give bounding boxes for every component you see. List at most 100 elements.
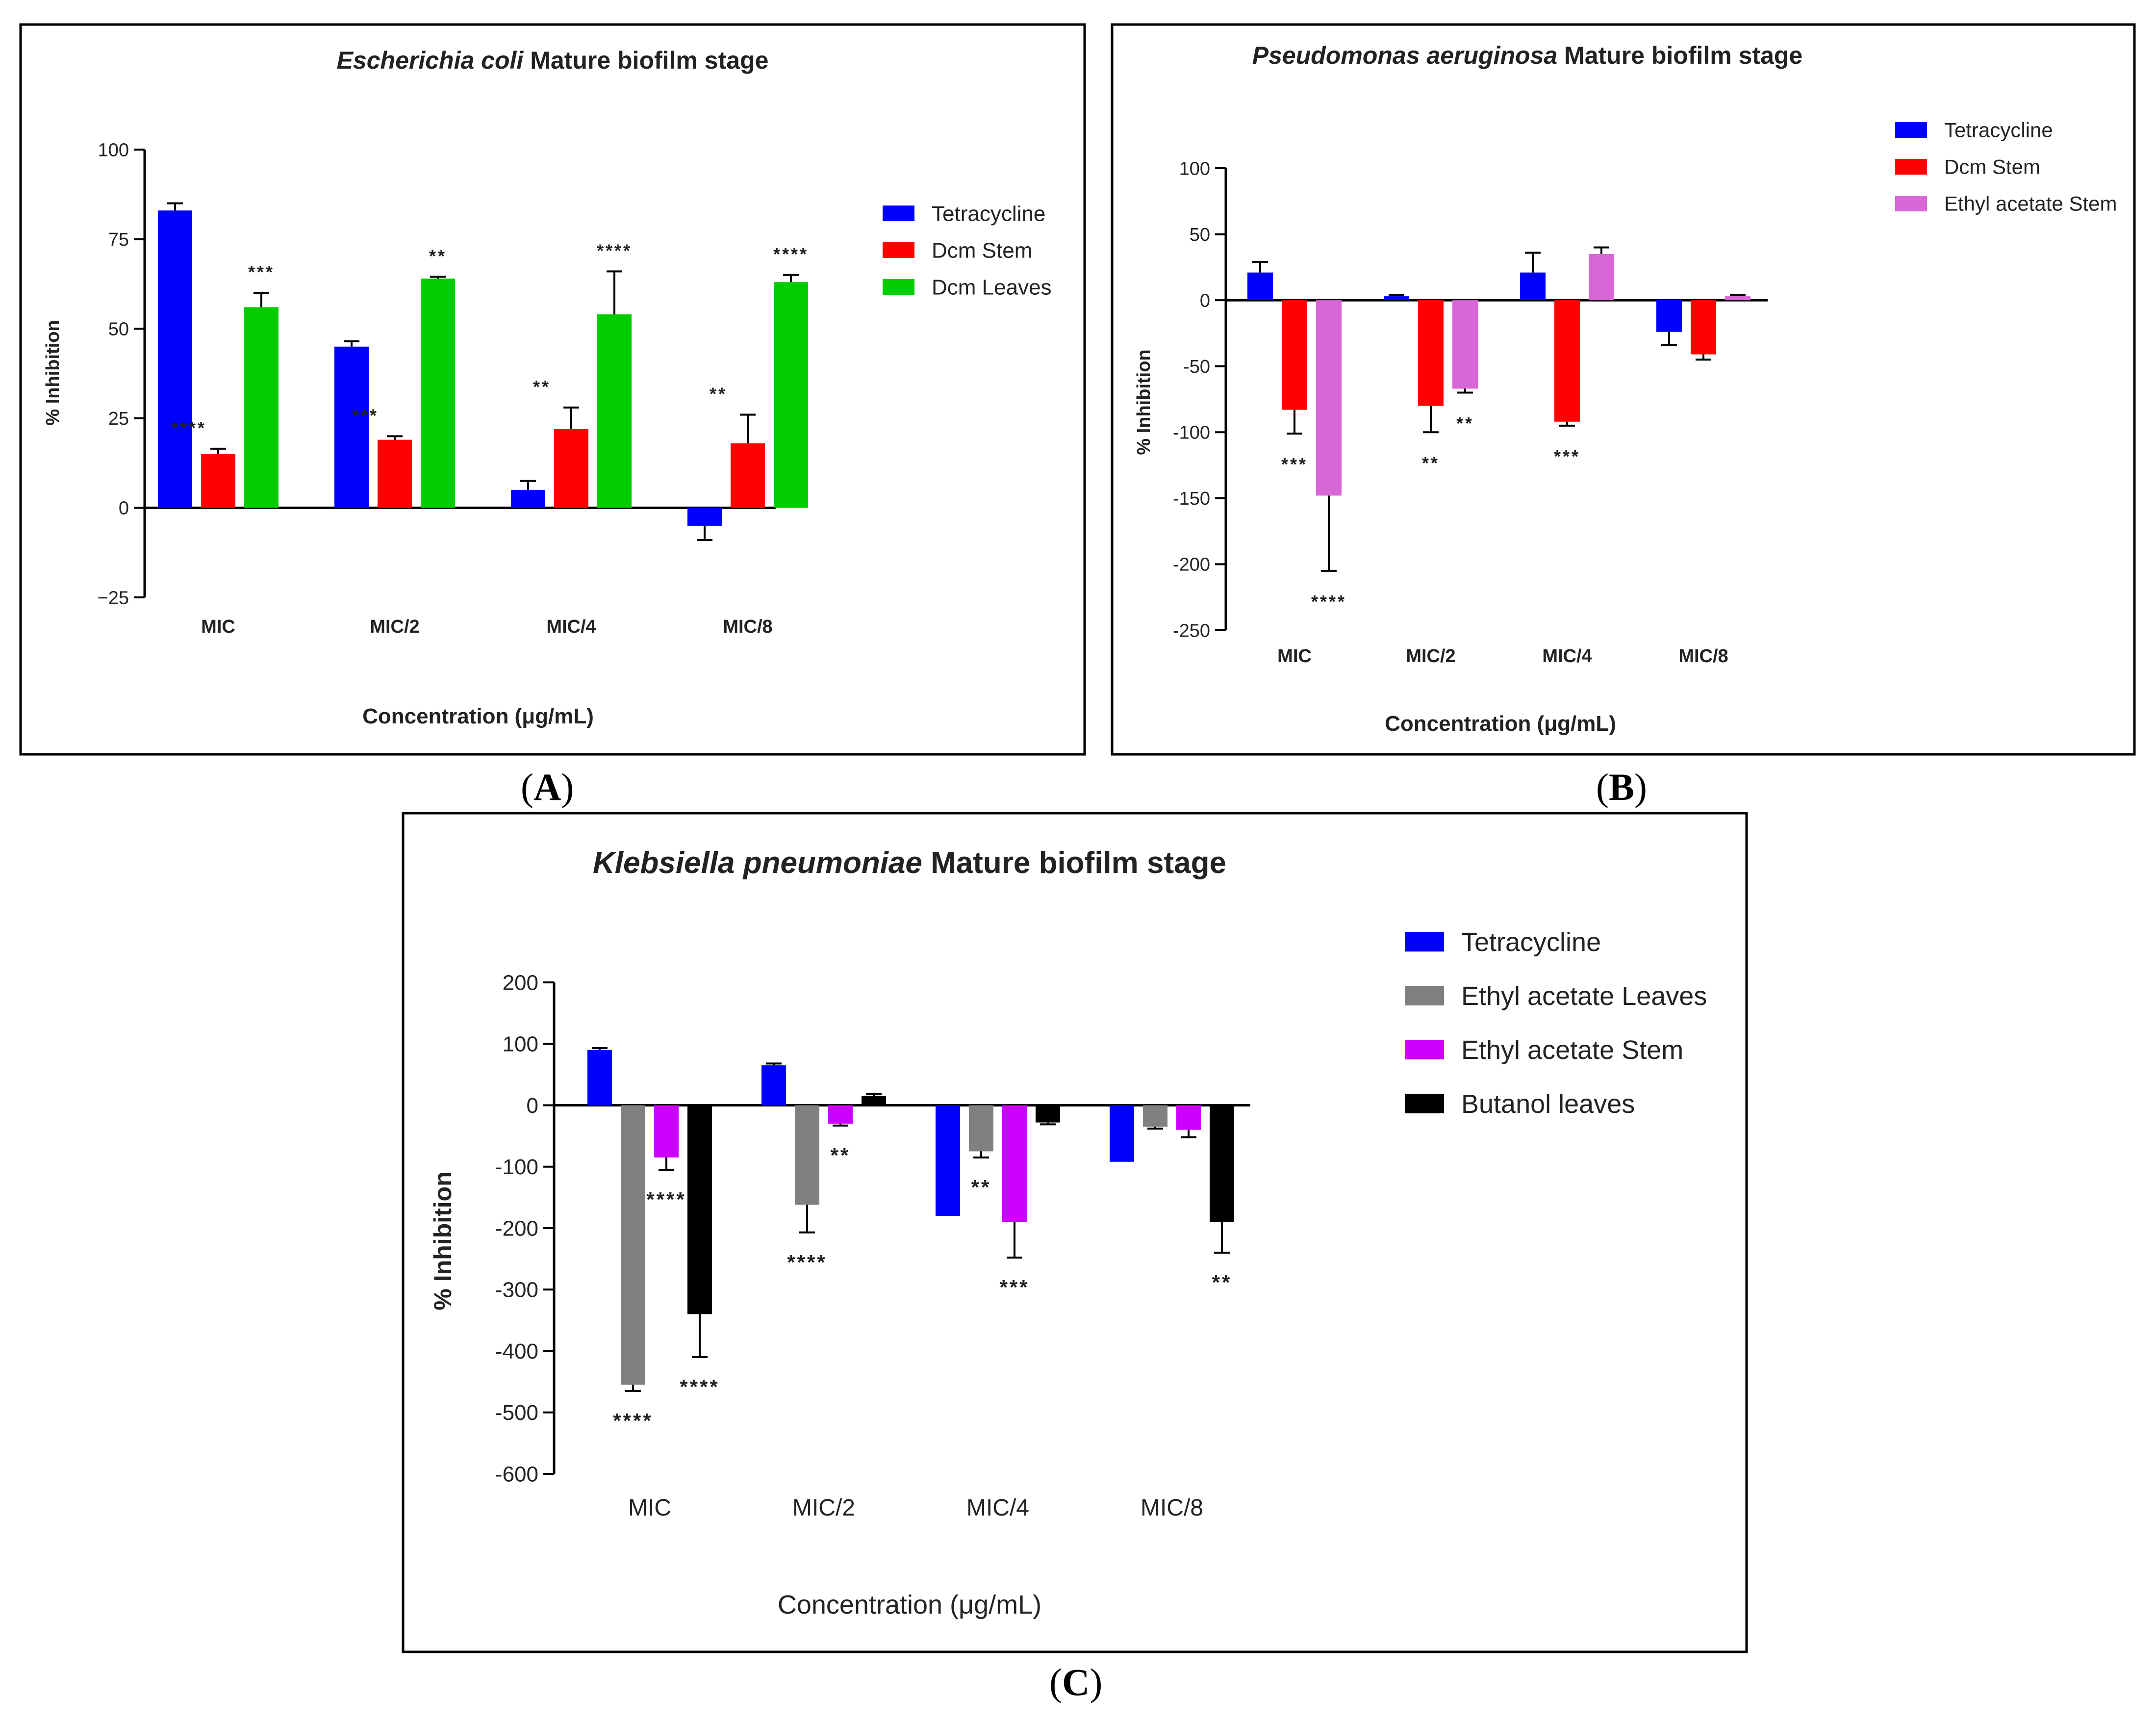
legend-entry: Tetracycline <box>1461 927 1601 957</box>
y-tick-label: 25 <box>108 409 129 429</box>
chart-a: Escherichia coli Mature biofilm stage −25… <box>43 47 1052 728</box>
panel-c-paren-close: ) <box>1090 1661 1103 1703</box>
y-tick-label: 50 <box>1190 225 1210 245</box>
x-category-label: MIC/8 <box>1678 646 1728 667</box>
x-category-label: MIC/2 <box>792 1495 855 1521</box>
bar <box>687 508 722 526</box>
bar <box>1282 300 1307 410</box>
y-tick-label: -300 <box>495 1278 538 1302</box>
significance-label: *** <box>999 1276 1029 1299</box>
x-category-label: MIC <box>1277 646 1312 667</box>
legend-swatch <box>883 242 914 258</box>
chart-title-species: Escherichia coli <box>337 47 524 74</box>
bar <box>587 1050 612 1106</box>
significance-label: *** <box>352 405 379 425</box>
chart-title-species: Klebsiella pneumoniae <box>593 846 922 880</box>
bar <box>1036 1105 1060 1123</box>
significance-label: ** <box>429 246 447 266</box>
significance-label: ** <box>831 1144 851 1167</box>
x-axis-label: Concentration (μg/mL) <box>778 1590 1041 1620</box>
legend-entry: Ethyl acetate Stem <box>1944 192 2117 215</box>
y-tick-label: 50 <box>108 319 129 340</box>
chart-title: Klebsiella pneumoniae Mature biofilm sta… <box>593 846 1226 880</box>
legend-entry: Dcm Leaves <box>932 275 1052 299</box>
x-axis-label: Concentration (μg/mL) <box>362 704 594 728</box>
y-tick-label: -200 <box>1173 555 1210 575</box>
significance-label: **** <box>1311 591 1346 612</box>
x-category-label: MIC/8 <box>1141 1495 1203 1521</box>
significance-label: *** <box>1554 446 1580 466</box>
bar <box>158 210 192 508</box>
significance-label: *** <box>248 262 275 282</box>
bar <box>1725 296 1750 301</box>
y-tick-label: 100 <box>503 1032 538 1056</box>
legend-entry: Butanol leaves <box>1461 1089 1635 1119</box>
y-tick-label: 100 <box>1179 158 1210 179</box>
legend-swatch <box>1895 122 1927 138</box>
legend-swatch <box>1895 159 1927 175</box>
legend-swatch <box>883 279 914 295</box>
significance-label: **** <box>646 1188 686 1211</box>
significance-label: **** <box>680 1375 719 1398</box>
bar <box>1176 1105 1201 1130</box>
y-tick-label: 75 <box>108 230 129 250</box>
bar <box>1589 254 1614 301</box>
bar <box>511 489 545 508</box>
y-axis-label: % Inhibition <box>429 1171 457 1310</box>
legend-entry: Dcm Stem <box>1944 155 2040 179</box>
bar <box>862 1096 886 1106</box>
bar <box>378 439 412 508</box>
y-axis-label: % Inhibition <box>43 320 63 425</box>
legend-swatch <box>883 206 914 221</box>
legend-swatch <box>1405 1094 1444 1113</box>
chart-title-stage: Mature biofilm stage <box>922 846 1226 880</box>
bar <box>201 454 235 508</box>
bar <box>795 1105 819 1205</box>
bar <box>244 307 279 508</box>
x-category-label: MIC/4 <box>1542 646 1592 667</box>
bar <box>1247 272 1273 301</box>
y-tick-label: 200 <box>503 971 538 995</box>
chart-title-species: Pseudomonas aeruginosa <box>1252 42 1557 69</box>
panel-c-letter: C <box>1062 1661 1090 1703</box>
chart-title-stage: Mature biofilm stage <box>523 47 768 74</box>
y-tick-label: -200 <box>495 1216 538 1240</box>
legend-entry: Dcm Stem <box>932 238 1032 262</box>
y-tick-label: 0 <box>527 1094 538 1118</box>
panel-b-frame <box>1111 23 2136 756</box>
panel-a-frame <box>19 23 1086 756</box>
bar <box>731 443 765 508</box>
bar <box>1691 300 1716 355</box>
panel-b-label: (B) <box>1596 765 1647 809</box>
panel-c-paren-open: ( <box>1049 1661 1062 1703</box>
bar <box>774 282 808 508</box>
bar <box>761 1065 786 1106</box>
bar <box>1210 1105 1234 1222</box>
y-tick-label: -250 <box>1173 620 1210 641</box>
legend-entry: Ethyl acetate Leaves <box>1461 981 1707 1011</box>
bar <box>1656 300 1682 332</box>
bar <box>969 1105 993 1152</box>
bar <box>1554 300 1580 422</box>
legend-swatch <box>1405 932 1444 952</box>
bar <box>1143 1105 1167 1127</box>
y-tick-label: -50 <box>1183 357 1210 377</box>
significance-label: ** <box>533 377 551 397</box>
x-category-label: MIC/2 <box>370 617 419 637</box>
significance-label: **** <box>773 244 809 264</box>
significance-label: ** <box>1456 413 1474 434</box>
chart-title: Pseudomonas aeruginosa Mature biofilm st… <box>1252 42 1802 69</box>
bar <box>1316 300 1342 496</box>
significance-label: ** <box>971 1176 991 1199</box>
y-tick-label: -400 <box>495 1339 538 1363</box>
legend-swatch <box>1405 986 1444 1005</box>
chart-title-stage: Mature biofilm stage <box>1557 42 1802 69</box>
y-tick-label: -100 <box>1173 423 1210 443</box>
panel-a-letter: A <box>533 766 561 808</box>
chart-c: Klebsiella pneumoniae Mature biofilm sta… <box>429 846 1707 1620</box>
bar <box>597 314 632 508</box>
panel-c-label: (C) <box>1049 1660 1102 1704</box>
x-category-label: MIC/8 <box>723 617 772 637</box>
x-axis-label: Concentration (μg/mL) <box>1385 712 1616 736</box>
